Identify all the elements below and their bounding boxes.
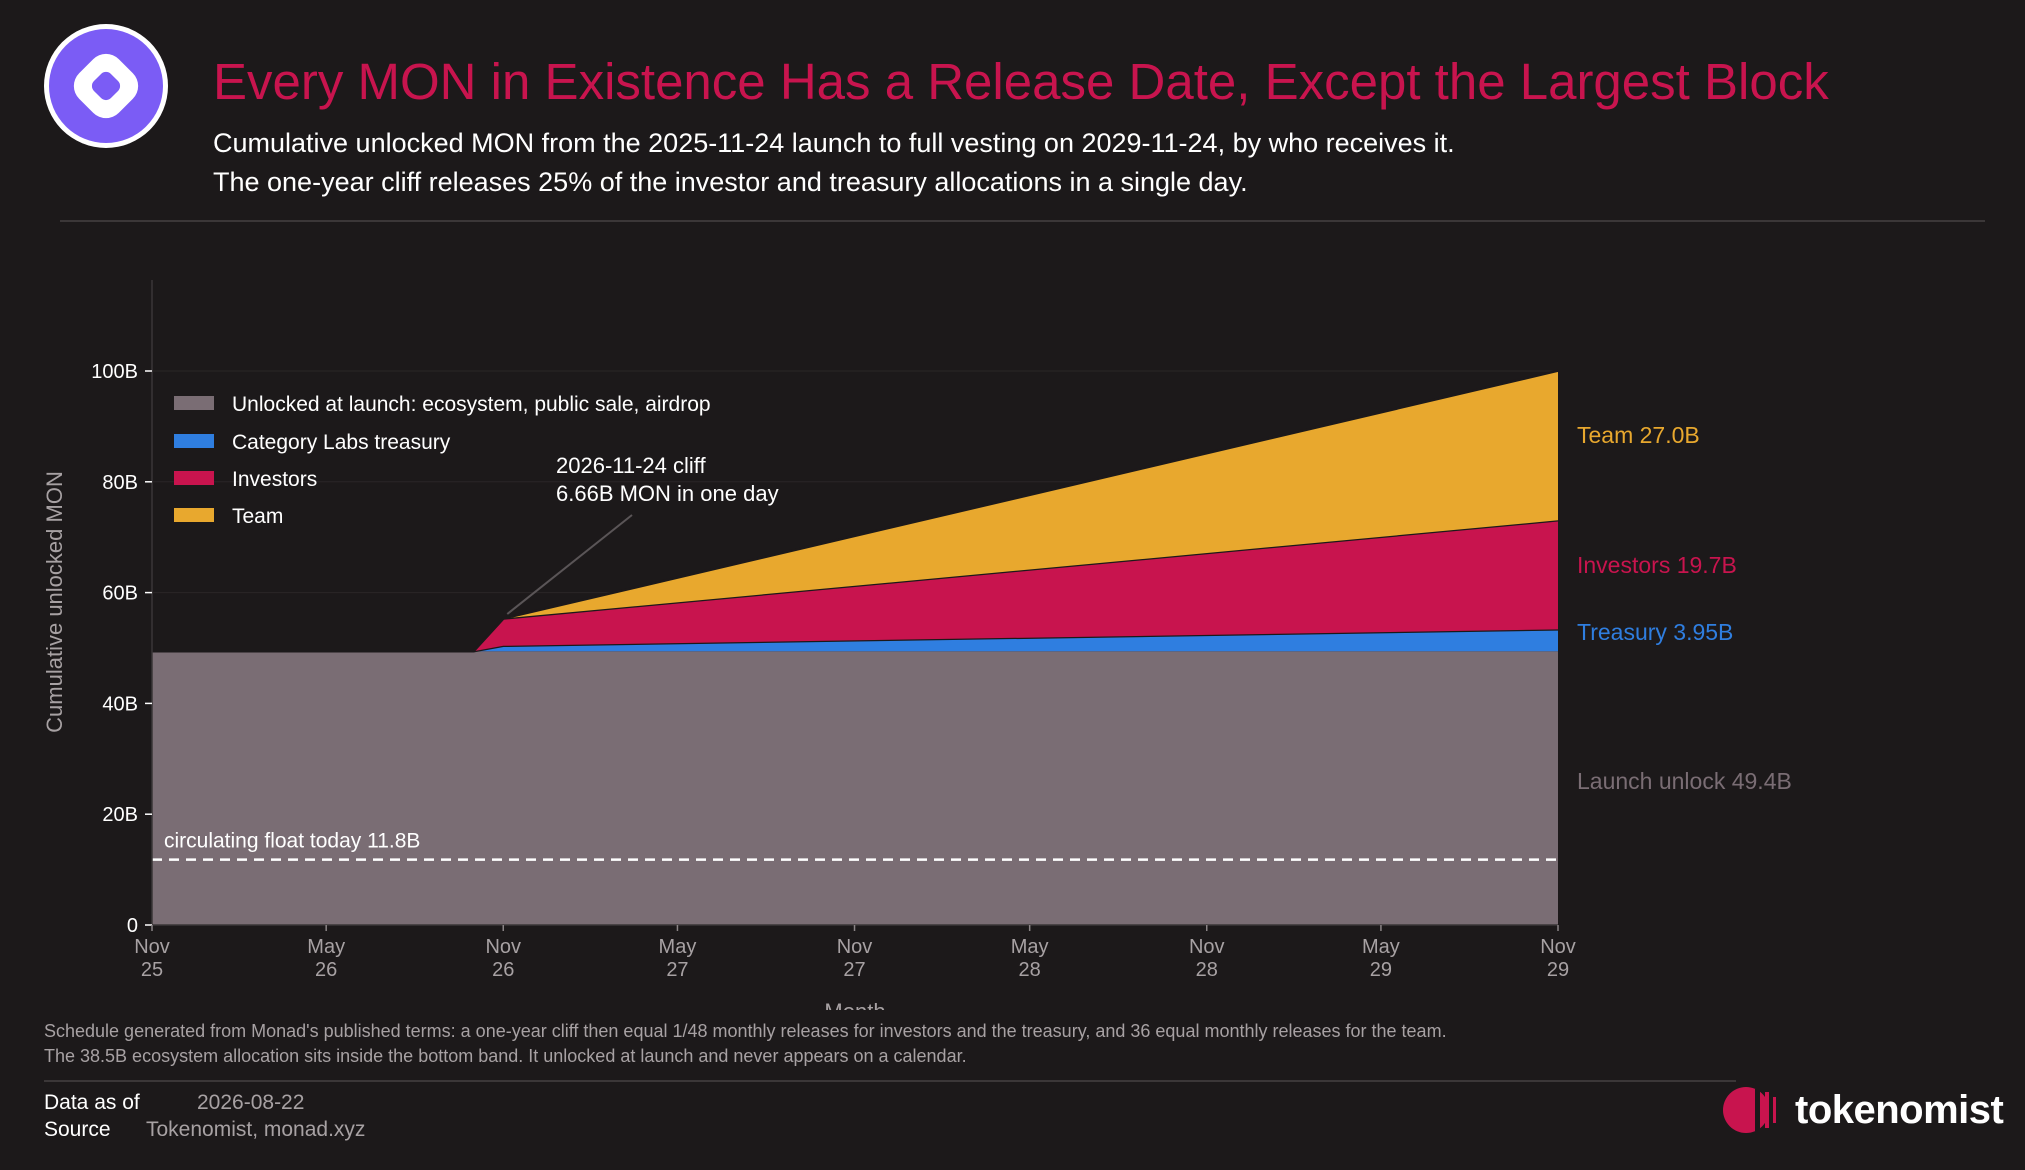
end-label-team: Team 27.0B [1577,422,1700,448]
cliff-annotation-line-1: 2026-11-24 cliff [556,453,707,478]
cliff-annotation-line-2: 6.66B MON in one day [556,481,779,506]
chart-subtitle: Cumulative unlocked MON from the 2025-11… [213,124,1455,202]
x-tick-label-year: 26 [315,959,337,981]
reference-layer: circulating float today 11.8B [152,830,1558,861]
x-tick-label-year: 29 [1547,959,1569,981]
legend-label: Unlocked at launch: ecosystem, public sa… [232,393,711,416]
x-tick-label-month: Nov [1189,936,1225,958]
data-as-of-label: Data as of [44,1091,140,1114]
source-value: Tokenomist, monad.xyz [146,1118,366,1141]
x-tick-label-month: May [1362,936,1400,958]
chart-title: Every MON in Existence Has a Release Dat… [213,53,1829,110]
y-tick-label: 40B [102,693,138,715]
header-divider [60,220,1985,222]
y-tick-label: 60B [102,583,138,605]
tokenomist-logo-icon [1723,1087,1776,1133]
footer-divider [44,1080,1736,1082]
legend-label: Team [232,505,283,528]
area-layer [152,369,1559,925]
legend-item-investors: Investors [174,468,317,491]
area-launch [152,651,1558,925]
end-label-treasury: Treasury 3.95B [1577,619,1733,645]
y-tick-label: 80B [102,472,138,494]
x-tick-label-year: 28 [1019,959,1041,981]
y-tick-label: 0 [127,915,138,937]
subtitle-line-1: Cumulative unlocked MON from the 2025-11… [213,128,1455,158]
x-tick-label-year: 27 [843,959,865,981]
legend-swatch [174,396,214,410]
area-team [152,370,1558,652]
x-tick-label-month: Nov [837,936,873,958]
y-tick-label: 20B [102,804,138,826]
circulating-float-label: circulating float today 11.8B [164,830,420,853]
end-label-launch: Launch unlock 49.4B [1577,768,1792,794]
source-label: Source [44,1118,111,1141]
x-tick-label-year: 25 [141,959,163,981]
x-tick-label-month: May [1011,936,1049,958]
x-tick-label-month: Nov [1540,936,1576,958]
subtitle-line-2: The one-year cliff releases 25% of the i… [213,167,1248,197]
x-tick-label-month: Nov [134,936,170,958]
cliff-annotation-leader [506,514,633,615]
legend-item-treasury: Category Labs treasury [174,431,451,454]
x-tick-label-year: 27 [666,959,688,981]
end-label-investors: Investors 19.7B [1577,552,1737,578]
legend-layer: Unlocked at launch: ecosystem, public sa… [174,393,711,528]
x-axis-title: Month [824,999,885,1010]
footer-meta: Data as of 2026-08-22 Source Tokenomist, m… [44,1089,365,1143]
data-as-of-value: 2026-08-22 [197,1091,305,1114]
axis-layer: 020B40B60B80B100BNov25May26Nov26May27Nov… [42,280,1576,1010]
y-tick-label: 100B [91,361,138,383]
legend-swatch [174,508,214,522]
x-tick-label-month: Nov [485,936,521,958]
legend-swatch [174,471,214,485]
monad-logo-icon [44,24,168,148]
footnote-line-1: Schedule generated from Monad's publishe… [44,1021,1447,1041]
footnote-line-2: The 38.5B ecosystem allocation sits insi… [44,1046,967,1066]
legend-item-launch: Unlocked at launch: ecosystem, public sa… [174,393,711,416]
legend-item-team: Team [174,505,283,528]
x-tick-label-year: 28 [1196,959,1218,981]
legend-label: Investors [232,468,317,491]
annotation-layer: 2026-11-24 cliff 6.66B MON in one day [506,453,779,615]
brand-wordmark: tokenomist [1795,1088,2004,1132]
x-tick-label-year: 26 [492,959,514,981]
legend-swatch [174,434,214,448]
y-axis-title: Cumulative unlocked MON [42,471,67,733]
label-layer: Team 27.0B Investors 19.7B Treasury 3.95B L… [1577,422,1792,794]
series-edge-line [152,369,1559,653]
x-tick-label-month: May [307,936,345,958]
x-tick-label-month: May [659,936,697,958]
unlock-chart: circulating float today 11.8B 0 20B 40B 60B… [42,280,1792,1010]
footnote: Schedule generated from Monad's publishe… [44,1019,1447,1069]
x-tick-label-year: 29 [1370,959,1392,981]
legend-label: Category Labs treasury [232,431,451,454]
